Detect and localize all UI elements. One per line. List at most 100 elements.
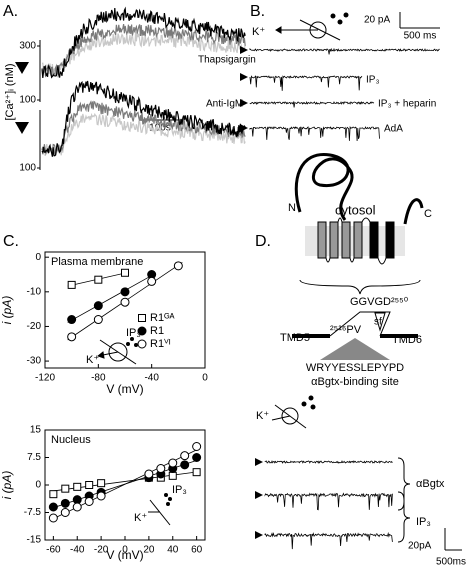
inset-label: K⁺ [86, 354, 99, 366]
trace [249, 125, 380, 142]
legend-marker [137, 326, 147, 336]
tmd-label: TMD5 [280, 332, 310, 344]
x-tick-label: -80 [91, 373, 106, 384]
plot-title: Nucleus [51, 434, 91, 446]
ion-label: K⁺ [252, 26, 265, 38]
point [147, 276, 157, 286]
channel-icon [271, 404, 307, 429]
point [72, 502, 82, 512]
point [48, 513, 58, 523]
point [97, 479, 106, 488]
traces [240, 46, 440, 142]
marker [255, 458, 263, 466]
point [120, 287, 130, 297]
marker [255, 531, 263, 539]
legend-label: R1 [150, 325, 164, 337]
trace [264, 492, 393, 511]
y-tick-label: 0 [35, 480, 41, 491]
sequence-label: GGVGD²⁵⁵⁰ [350, 296, 409, 308]
trace [249, 47, 440, 55]
y-tick-label: 0 [35, 252, 41, 263]
trace [249, 100, 375, 108]
point [73, 482, 82, 491]
legend-marker [138, 314, 146, 322]
trace [264, 531, 393, 550]
marker [255, 491, 263, 499]
trace-label: Anti-IgM [206, 99, 243, 110]
x-tick-label: -40 [70, 545, 85, 556]
y-tick-label: -20 [27, 321, 42, 332]
x-tick-label: 20 [143, 545, 155, 556]
y-tick-label: -7.5 [24, 507, 42, 518]
point [84, 497, 94, 506]
tmd-label: TMD6 [392, 334, 422, 346]
panel-label: D. [255, 233, 271, 250]
inset [96, 339, 171, 526]
point [67, 280, 76, 289]
scale-bar [399, 12, 440, 29]
x-tick-label: 0 [122, 545, 128, 556]
trace-label: Thapsigargin [198, 55, 256, 66]
marker [240, 99, 248, 107]
x-axis-label: V (mV) [106, 548, 143, 562]
marker [240, 124, 248, 132]
point [48, 502, 58, 512]
point [168, 471, 177, 480]
x-tick-label: -120 [35, 373, 55, 384]
tick-label: 100 [19, 163, 36, 174]
marker [15, 122, 29, 134]
scale-label: 500 ms [404, 31, 437, 42]
x-tick-label: -60 [46, 545, 61, 556]
point [168, 458, 178, 468]
point [67, 332, 77, 342]
point [192, 442, 202, 451]
x-axis-label: V (mV) [106, 382, 143, 396]
channel-diagram [294, 153, 424, 225]
point [96, 491, 106, 501]
point [120, 297, 130, 307]
ligand [330, 12, 349, 25]
ligand [301, 395, 316, 410]
trace [41, 32, 246, 78]
point [94, 275, 103, 284]
point [72, 495, 82, 505]
point [192, 468, 201, 477]
terminus-label: N [288, 202, 296, 214]
point [180, 451, 190, 461]
brace-label: αBgtx [416, 478, 445, 490]
panel-label: B. [250, 3, 265, 20]
region-label: cytosol [335, 202, 376, 217]
point [67, 315, 77, 325]
trace [41, 6, 246, 79]
trace [41, 80, 246, 157]
traces [41, 6, 246, 157]
pv-label: ²⁵¹⁶PV [330, 324, 362, 336]
tick-label: 100 [19, 95, 36, 106]
trace-label: AdA [384, 124, 403, 135]
inset-label: IP₃ [172, 484, 187, 496]
marker [240, 46, 248, 54]
scale-label: 20pA [408, 541, 432, 552]
y-tick-label: -30 [27, 356, 42, 367]
scale-label: 20 pA [364, 15, 390, 26]
marker [15, 62, 29, 74]
panel-label: A. [3, 3, 18, 20]
y-axis-label: [Ca²⁺]ᵢ (nM) [4, 63, 16, 120]
point [144, 469, 154, 479]
point [121, 268, 129, 277]
ligand [126, 337, 172, 506]
legend-label: R1ᴳᴬ [150, 312, 175, 324]
brace-label: IP₃ [416, 516, 431, 528]
point [85, 481, 94, 489]
legend-label: R1ⱽᴵ [150, 338, 171, 350]
point [49, 490, 58, 499]
point [60, 498, 70, 508]
point [60, 508, 70, 517]
y-tick-label: -15 [27, 535, 42, 546]
scale-label: 500ms [436, 557, 466, 568]
inset-label: K⁺ [134, 512, 147, 524]
point [192, 453, 202, 462]
x-tick-label: -40 [144, 373, 159, 384]
